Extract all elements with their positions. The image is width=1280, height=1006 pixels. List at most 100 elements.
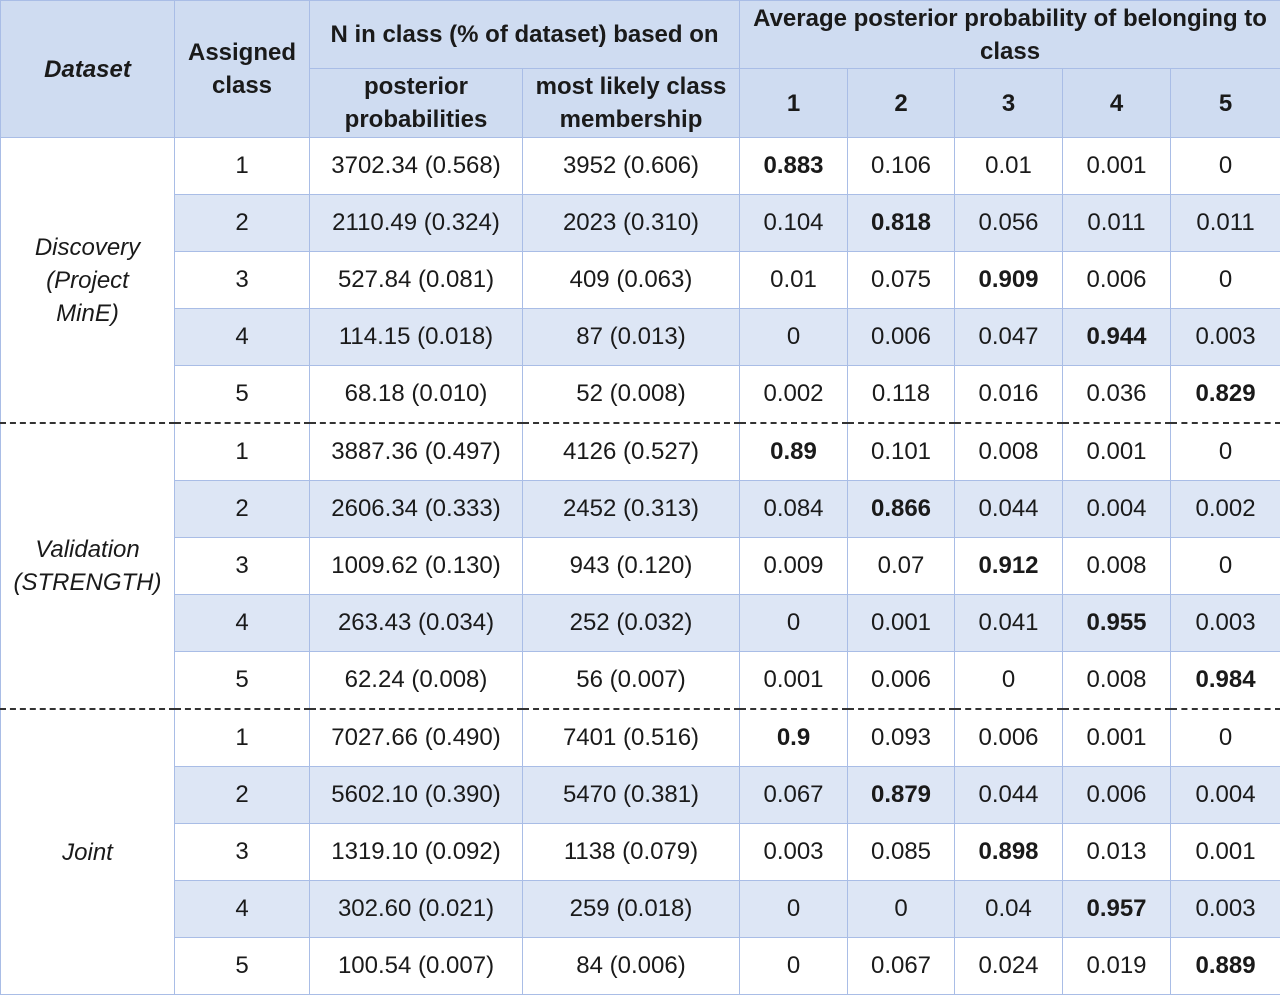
table-body: Discovery (Project MinE) 1 3702.34 (0.568) 39…: [0, 137, 1280, 995]
probability-class-1-cell: 0: [739, 880, 848, 938]
assigned-class-cell: 3: [174, 251, 310, 309]
most-likely-count-cell: 84 (0.006): [522, 937, 740, 995]
probability-class-4-cell: 0.013: [1062, 823, 1171, 881]
assigned-class-cell: 2: [174, 480, 310, 538]
header-class-3: 3: [954, 68, 1063, 138]
most-likely-count-cell: 56 (0.007): [522, 651, 740, 710]
highlighted-probability: 0.889: [1195, 952, 1256, 979]
posterior-count-cell: 2606.34 (0.333): [309, 480, 523, 538]
probability-class-2-cell: 0.879: [847, 766, 955, 824]
posterior-count-cell: 62.24 (0.008): [309, 651, 523, 710]
highlighted-probability: 0.898: [978, 838, 1039, 865]
most-likely-count-cell: 943 (0.120): [522, 537, 740, 595]
probability-class-1-cell: 0.001: [739, 651, 848, 710]
probability-class-2-cell: 0.075: [847, 251, 955, 309]
probability-class-5-cell: 0.889: [1169, 937, 1280, 995]
header-class-2: 2: [847, 68, 955, 138]
probability-class-3-cell: 0.01: [954, 137, 1063, 195]
most-likely-count-cell: 409 (0.063): [522, 251, 740, 309]
assigned-class-cell: 4: [174, 308, 310, 366]
header-class-1: 1: [739, 68, 848, 138]
header-avg-posterior: Average posterior probability of belongi…: [738, 0, 1280, 69]
assigned-class-cell: 3: [174, 537, 310, 595]
header-class-4: 4: [1062, 68, 1171, 138]
probability-class-2-cell: 0.818: [847, 194, 955, 252]
assigned-class-cell: 1: [174, 422, 310, 481]
probability-class-4-cell: 0.004: [1062, 480, 1171, 538]
header-assigned-class: Assigned class: [174, 0, 310, 138]
probability-class-5-cell: 0.003: [1169, 880, 1280, 938]
posterior-count-cell: 3887.36 (0.497): [309, 422, 523, 481]
probability-class-2-cell: 0.085: [847, 823, 955, 881]
probability-class-2-cell: 0.101: [847, 422, 955, 481]
header-n-in-class: N in class (% of dataset) based on: [309, 0, 740, 69]
probability-class-3-cell: 0.044: [954, 766, 1063, 824]
probability-class-1-cell: 0.002: [739, 365, 848, 424]
probability-class-4-cell: 0.019: [1062, 937, 1171, 995]
most-likely-count-cell: 252 (0.032): [522, 594, 740, 652]
probability-class-1-cell: 0.01: [739, 251, 848, 309]
highlighted-probability: 0.866: [870, 495, 932, 522]
probability-class-4-cell: 0.944: [1062, 308, 1171, 366]
probability-class-2-cell: 0: [847, 880, 955, 938]
most-likely-count-cell: 7401 (0.516): [522, 708, 740, 767]
probability-class-4-cell: 0.006: [1062, 251, 1171, 309]
highlighted-probability: 0.818: [870, 209, 932, 236]
posterior-count-cell: 527.84 (0.081): [309, 251, 523, 309]
probability-class-1-cell: 0: [739, 937, 848, 995]
highlighted-probability: 0.909: [978, 266, 1039, 293]
probability-class-5-cell: 0: [1169, 251, 1280, 309]
table-row: 3 1009.62 (0.130) 943 (0.120) 0.009 0.07 0.91…: [1, 537, 1280, 595]
posterior-count-cell: 114.15 (0.018): [309, 308, 523, 366]
most-likely-count-cell: 5470 (0.381): [522, 766, 740, 824]
table-row: Joint 1 7027.66 (0.490) 7401 (0.516) 0.9 0.09…: [0, 708, 1280, 995]
table-row: 4 302.60 (0.021) 259 (0.018) 0 0 0.04 0.957 0.0…: [1, 880, 1280, 938]
probability-class-4-cell: 0.036: [1062, 365, 1171, 424]
probability-class-3-cell: 0: [954, 651, 1063, 710]
probability-class-5-cell: 0: [1169, 537, 1280, 595]
posterior-count-cell: 68.18 (0.010): [309, 365, 523, 424]
probability-class-1-cell: 0.104: [739, 194, 848, 252]
dataset-label-line: (STRENGTH): [13, 569, 162, 596]
dataset-label-line: MinE): [56, 299, 119, 327]
probability-class-2-cell: 0.006: [847, 651, 955, 710]
table-row: 5 100.54 (0.007) 84 (0.006) 0 0.067 0.024 0.01…: [1, 937, 1280, 995]
header-class-5: 5: [1169, 68, 1280, 138]
probability-class-5-cell: 0: [1169, 422, 1280, 481]
posterior-count-cell: 5602.10 (0.390): [309, 766, 523, 824]
probability-class-4-cell: 0.001: [1062, 137, 1171, 195]
highlighted-probability: 0.955: [1086, 609, 1147, 636]
dataset-label-line: Validation: [35, 536, 140, 563]
probability-class-5-cell: 0.004: [1169, 766, 1280, 824]
probability-class-5-cell: 0: [1169, 708, 1280, 767]
probability-class-4-cell: 0.011: [1062, 194, 1171, 252]
probability-class-5-cell: 0.003: [1169, 594, 1280, 652]
table-row: Validation (STRENGTH) 1 3887.36 (0.497) 4126…: [0, 422, 1280, 710]
probability-class-1-cell: 0.883: [739, 137, 848, 195]
most-likely-count-cell: 3952 (0.606): [522, 137, 740, 195]
probability-class-5-cell: 0.002: [1169, 480, 1280, 538]
header-most-likely-membership: most likely class membership: [522, 68, 740, 138]
highlighted-probability: 0.883: [763, 152, 824, 179]
probability-class-3-cell: 0.008: [954, 422, 1063, 481]
assigned-class-cell: 3: [174, 823, 310, 881]
highlighted-probability: 0.957: [1086, 895, 1147, 922]
probability-class-4-cell: 0.008: [1062, 651, 1171, 710]
probability-class-1-cell: 0: [739, 594, 848, 652]
probability-class-3-cell: 0.041: [954, 594, 1063, 652]
probability-class-3-cell: 0.909: [954, 251, 1063, 309]
probability-class-5-cell: 0.984: [1169, 651, 1280, 710]
posterior-count-cell: 1319.10 (0.092): [309, 823, 523, 881]
probability-class-2-cell: 0.093: [847, 708, 955, 767]
posterior-count-cell: 1009.62 (0.130): [309, 537, 523, 595]
table-row: 2 5602.10 (0.390) 5470 (0.381) 0.067 0.879 0.…: [1, 766, 1280, 824]
posterior-count-cell: 7027.66 (0.490): [309, 708, 523, 767]
probability-class-3-cell: 0.04: [954, 880, 1063, 938]
probability-class-2-cell: 0.106: [847, 137, 955, 195]
most-likely-count-cell: 4126 (0.527): [522, 422, 740, 481]
probability-class-1-cell: 0.009: [739, 537, 848, 595]
highlighted-probability: 0.879: [870, 781, 932, 808]
probability-class-3-cell: 0.024: [954, 937, 1063, 995]
probability-class-2-cell: 0.001: [847, 594, 955, 652]
probability-class-1-cell: 0.067: [739, 766, 848, 824]
